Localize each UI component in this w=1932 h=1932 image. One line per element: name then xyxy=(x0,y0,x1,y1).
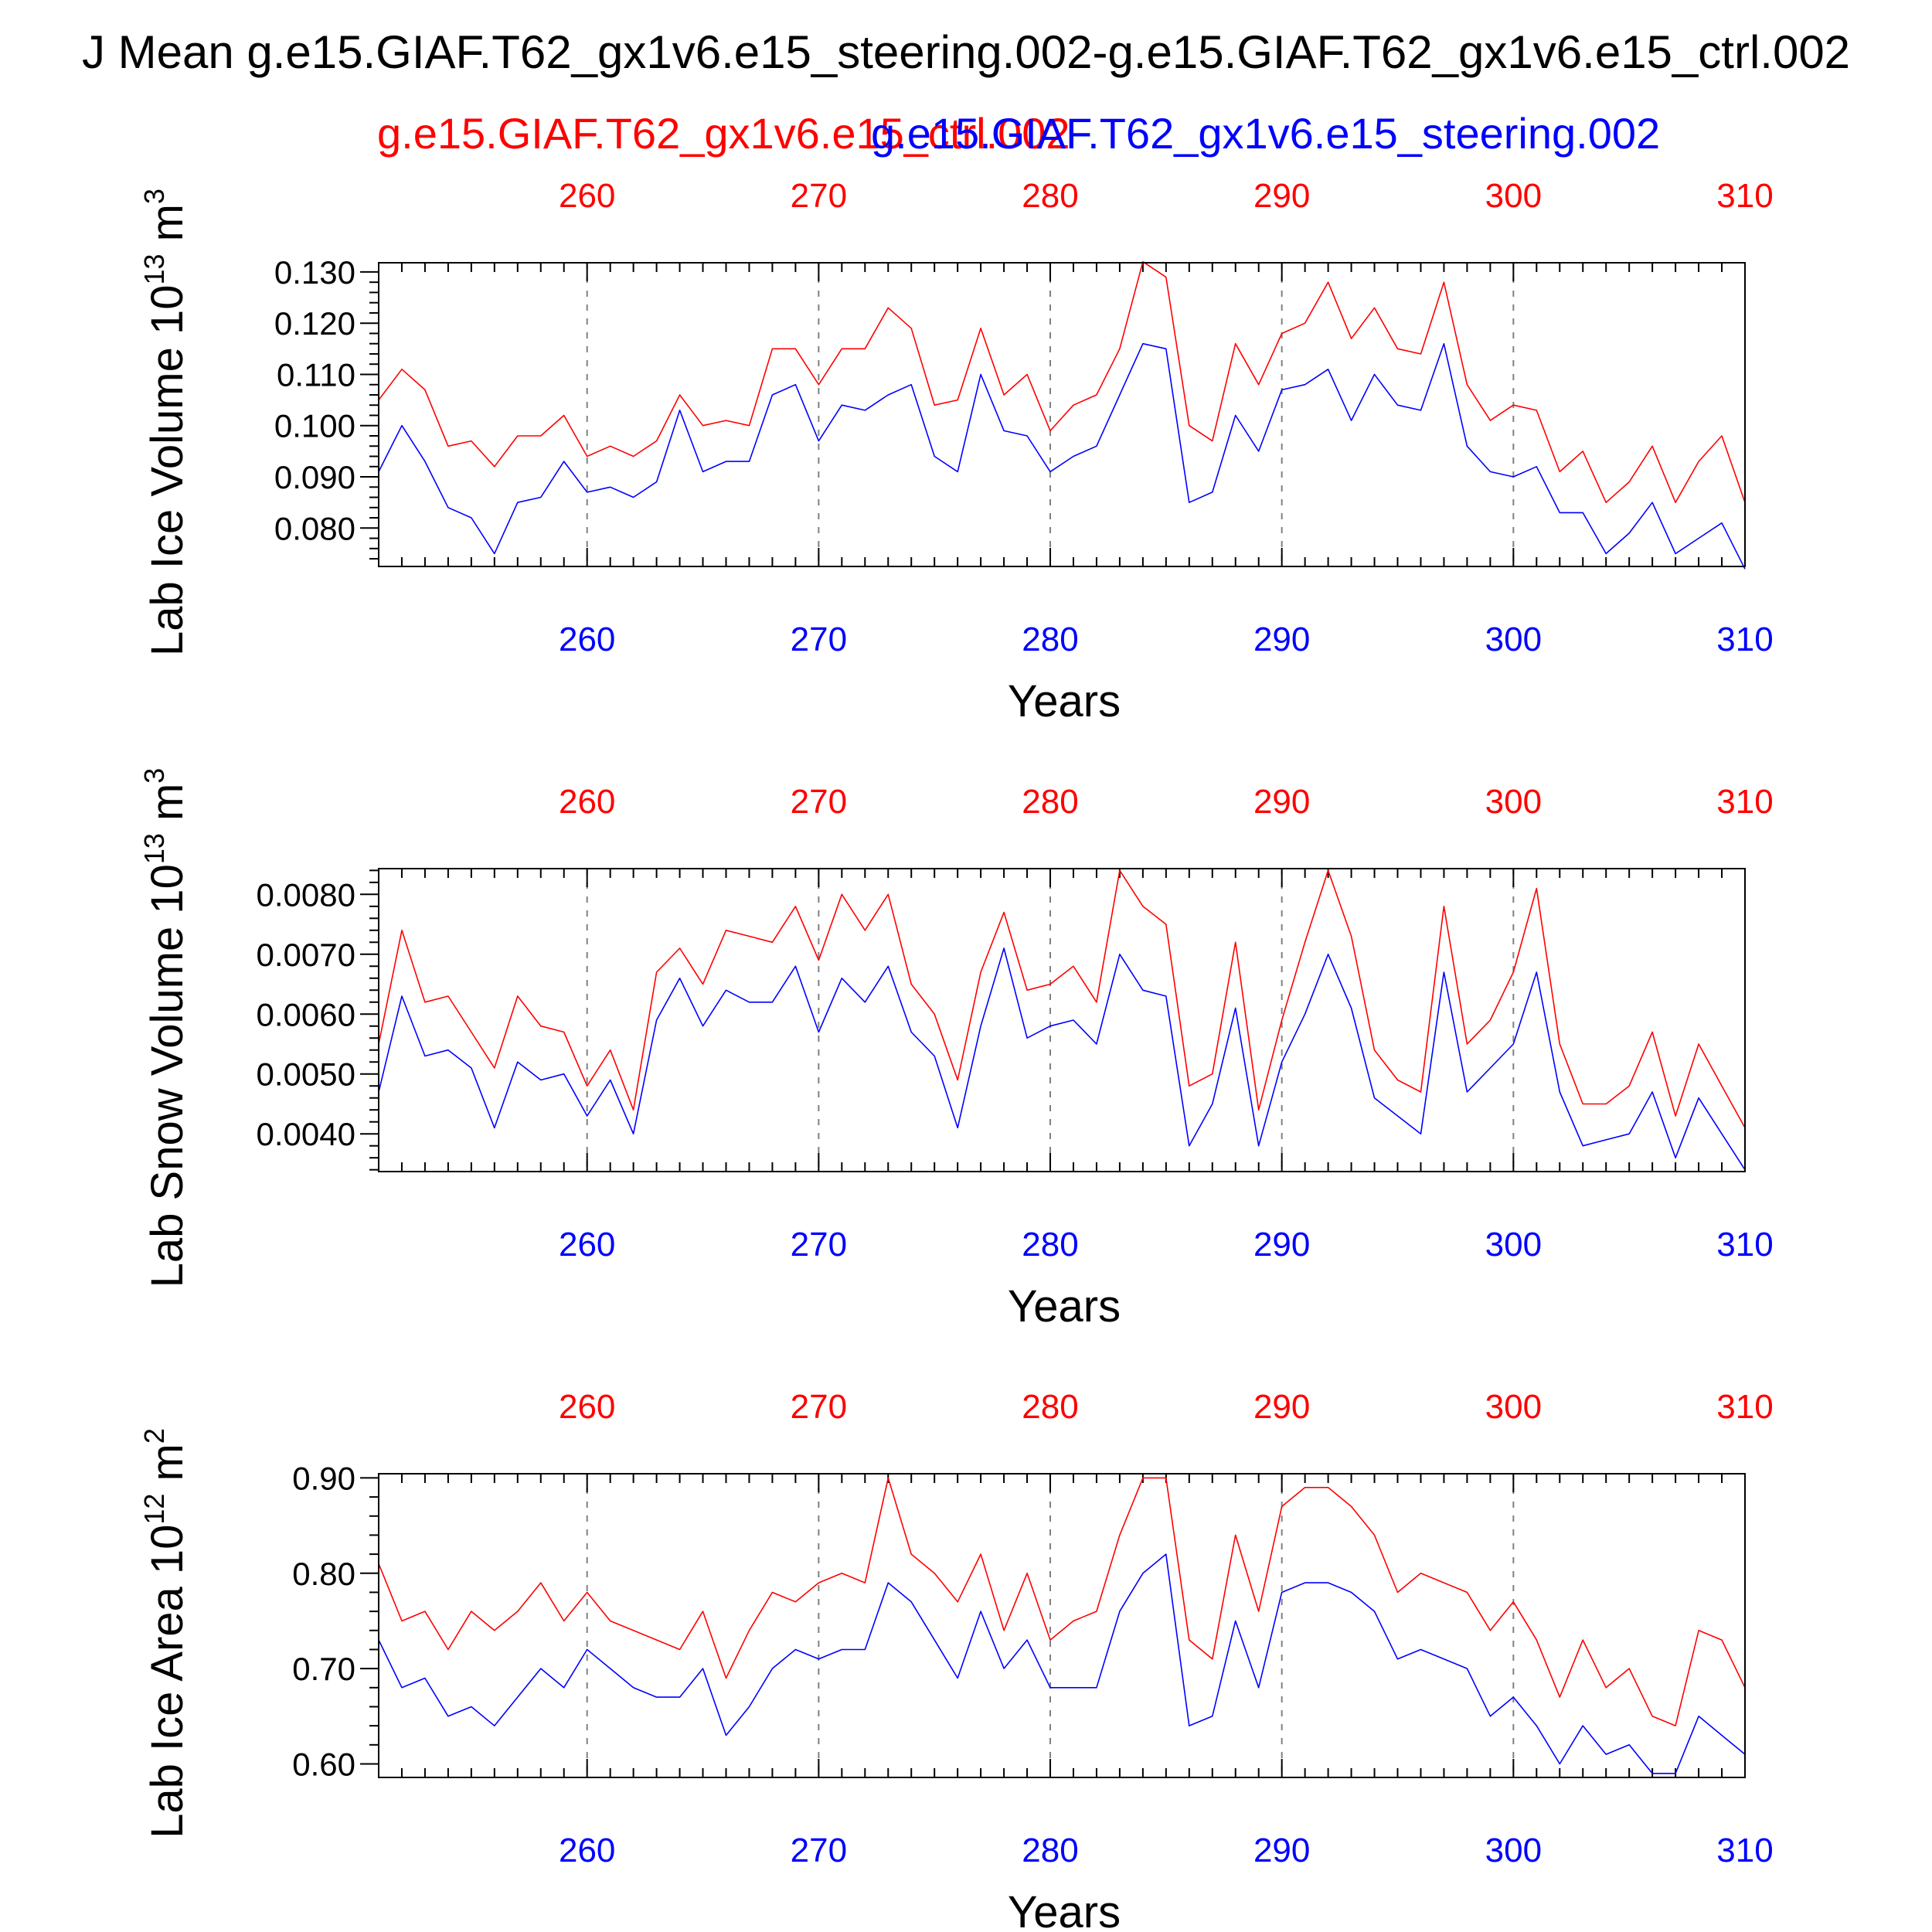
y-axis-title: Lab Ice Area 1012 m2 xyxy=(138,1428,192,1838)
y-tick-label: 0.120 xyxy=(274,305,355,342)
legend-ctrl-label: g.e15.GIAF.T62_gx1v6.e15_ctrl.002 xyxy=(377,109,1070,158)
x-tick-label-top: 310 xyxy=(1716,1388,1773,1426)
y-tick-label: 0.0040 xyxy=(257,1116,355,1152)
x-tick-label-top: 260 xyxy=(559,1388,615,1426)
x-tick-label-bottom: 270 xyxy=(791,1832,847,1869)
y-tick-label: 0.60 xyxy=(292,1746,355,1782)
series-line-steering xyxy=(378,947,1746,1171)
y-tick-label: 0.110 xyxy=(277,356,355,393)
plot-frame xyxy=(378,868,1746,1172)
chart-panel-3: 260 260 270 270 280 280 290 290 300 300 310 310 0.60… xyxy=(138,1388,1774,1932)
series-line-steering xyxy=(378,342,1746,570)
x-tick-label-bottom: 300 xyxy=(1485,621,1542,658)
x-axis-title: Years xyxy=(1008,676,1121,726)
legend-steering-label: g.e15.GIAF.T62_gx1v6.e15_steering.002 xyxy=(871,109,1660,158)
x-tick-label-bottom: 310 xyxy=(1716,1226,1773,1264)
x-tick-label-top: 300 xyxy=(1485,177,1542,215)
chart-panel-2: 260 260 270 270 280 280 290 290 300 300 310 310 0.00… xyxy=(138,768,1774,1332)
x-tick-label-top: 290 xyxy=(1253,783,1310,821)
y-tick-label: 0.0080 xyxy=(257,876,355,913)
x-tick-label-top: 300 xyxy=(1485,783,1542,821)
x-tick-label-top: 270 xyxy=(791,783,847,821)
y-axis-title-unit-exponent: 3 xyxy=(138,189,170,204)
y-tick-label: 0.0060 xyxy=(257,996,355,1032)
y-tick-label: 0.090 xyxy=(274,459,355,495)
x-tick-label-bottom: 300 xyxy=(1485,1832,1542,1869)
x-tick-label-bottom: 270 xyxy=(791,621,847,658)
y-axis-title-unit: m xyxy=(142,204,192,253)
x-axis-title: Years xyxy=(1008,1887,1121,1932)
y-tick-label: 0.100 xyxy=(274,408,355,444)
x-tick-label-top: 310 xyxy=(1716,783,1773,821)
x-tick-label-bottom: 310 xyxy=(1716,621,1773,658)
x-tick-label-top: 290 xyxy=(1253,1388,1310,1426)
y-axis-title-exponent: 12 xyxy=(138,1494,170,1525)
x-tick-label-bottom: 260 xyxy=(559,1226,615,1264)
x-tick-label-bottom: 260 xyxy=(559,1832,615,1869)
series-line-ctrl xyxy=(378,869,1746,1128)
y-axis-title-unit-exponent: 3 xyxy=(138,768,170,784)
series-line-ctrl xyxy=(378,1477,1746,1726)
y-axis-title-text: Lab Ice Area 10 xyxy=(142,1525,192,1838)
chart-panels: 260 260 270 270 280 280 290 290 300 300 310 310 0.08… xyxy=(138,177,1774,1932)
series-line-steering xyxy=(378,1553,1746,1774)
x-tick-label-top: 270 xyxy=(791,1388,847,1426)
figure-title: J Mean g.e15.GIAF.T62_gx1v6.e15_steering… xyxy=(82,26,1850,78)
x-tick-label-top: 280 xyxy=(1022,177,1078,215)
x-tick-label-bottom: 290 xyxy=(1253,1226,1310,1264)
y-axis-title-exponent: 13 xyxy=(138,833,170,864)
y-tick-label: 0.70 xyxy=(292,1651,355,1687)
y-tick-label: 0.0070 xyxy=(257,937,355,973)
x-tick-label-top: 280 xyxy=(1022,783,1078,821)
x-tick-label-top: 270 xyxy=(791,177,847,215)
x-tick-label-top: 260 xyxy=(559,783,615,821)
y-axis-title: Lab Ice Volume 1013 m3 xyxy=(138,189,192,656)
y-tick-label: 0.130 xyxy=(274,254,355,291)
x-tick-label-bottom: 290 xyxy=(1253,621,1310,658)
y-axis-title-exponent: 13 xyxy=(138,253,170,284)
y-axis-title: Lab Snow Volume 1013 m3 xyxy=(138,768,192,1288)
x-tick-label-bottom: 280 xyxy=(1022,1226,1078,1264)
x-tick-label-top: 280 xyxy=(1022,1388,1078,1426)
x-tick-label-bottom: 280 xyxy=(1022,1832,1078,1869)
chart-panel-1: 260 260 270 270 280 280 290 290 300 300 310 310 0.08… xyxy=(138,177,1774,726)
x-tick-label-bottom: 290 xyxy=(1253,1832,1310,1869)
y-tick-label: 0.90 xyxy=(292,1460,355,1496)
series-line-ctrl xyxy=(378,260,1746,504)
y-axis-title-unit-exponent: 2 xyxy=(138,1428,170,1444)
x-tick-label-bottom: 270 xyxy=(791,1226,847,1264)
x-tick-label-bottom: 280 xyxy=(1022,621,1078,658)
y-tick-label: 0.80 xyxy=(292,1556,355,1592)
x-tick-label-bottom: 310 xyxy=(1716,1832,1773,1869)
x-tick-label-bottom: 260 xyxy=(559,621,615,658)
y-tick-label: 0.0050 xyxy=(257,1056,355,1093)
plot-frame xyxy=(378,1473,1746,1778)
y-tick-label: 0.080 xyxy=(274,510,355,546)
x-tick-label-top: 300 xyxy=(1485,1388,1542,1426)
y-axis-title-unit: m xyxy=(142,1444,192,1493)
x-axis-title: Years xyxy=(1008,1281,1121,1332)
y-axis-title-unit: m xyxy=(142,784,192,833)
y-axis-title-text: Lab Ice Volume 10 xyxy=(142,285,192,656)
x-tick-label-top: 290 xyxy=(1253,177,1310,215)
x-tick-label-top: 310 xyxy=(1716,177,1773,215)
x-tick-label-bottom: 300 xyxy=(1485,1226,1542,1264)
y-axis-title-text: Lab Snow Volume 10 xyxy=(142,864,192,1287)
plot-frame xyxy=(378,262,1746,567)
x-tick-label-top: 260 xyxy=(559,177,615,215)
